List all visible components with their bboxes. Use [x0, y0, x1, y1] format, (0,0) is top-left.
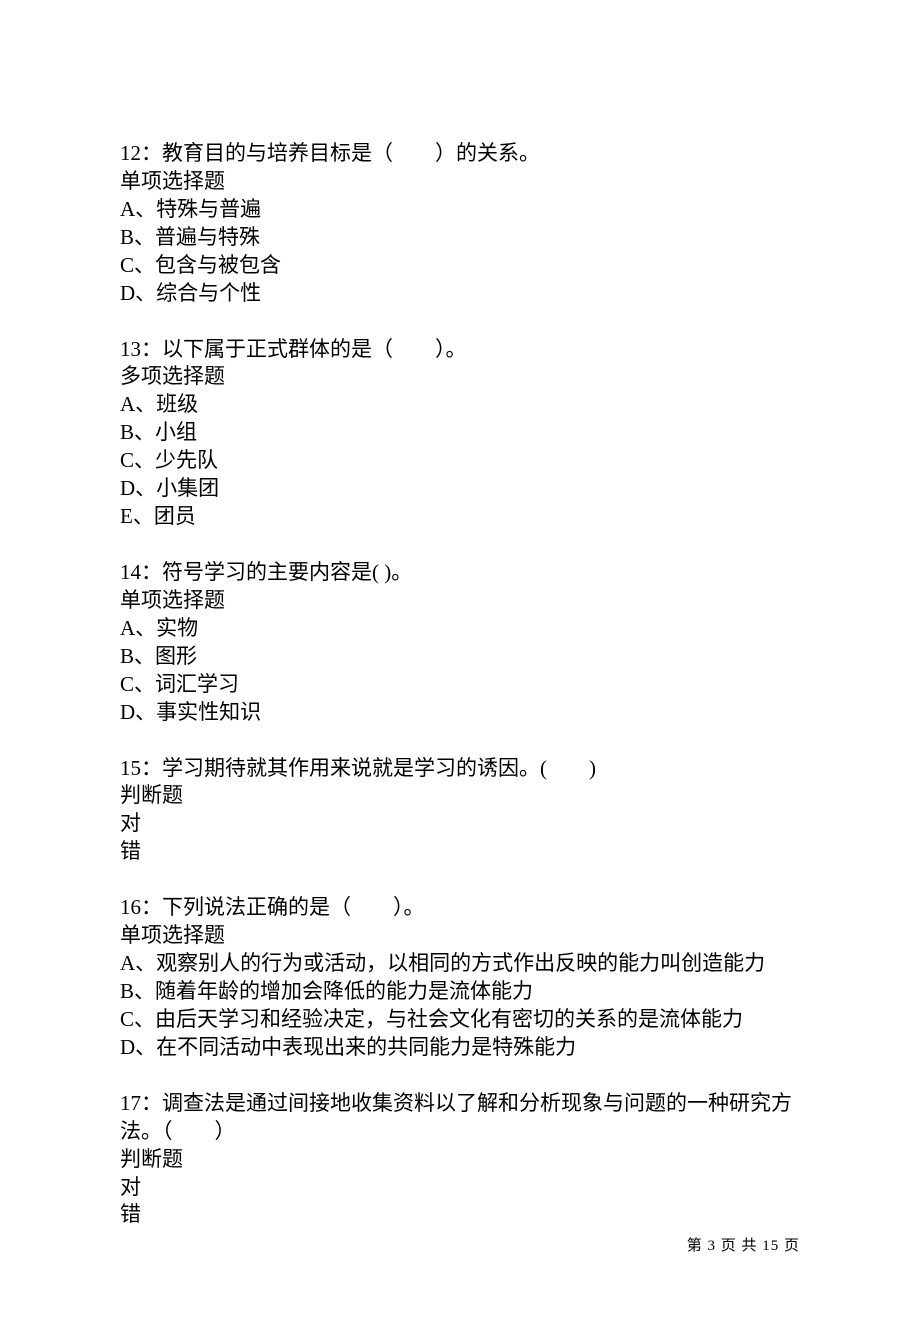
question-option: D、事实性知识 — [120, 699, 800, 727]
question-option: B、图形 — [120, 643, 800, 671]
footer-current-page: 3 — [707, 1238, 716, 1254]
question-choice: 对 — [120, 810, 800, 838]
footer-middle: 页 共 — [716, 1238, 762, 1254]
question-stem: 12：教育目的与培养目标是（ ）的关系。 — [120, 141, 540, 165]
question-type: 单项选择题 — [120, 587, 800, 615]
question-option: A、班级 — [120, 391, 800, 419]
question-stem: 16：下列说法正确的是（ ）。 — [120, 895, 425, 919]
question-16: 16：下列说法正确的是（ ）。 单项选择题 A、观察别人的行为或活动，以相同的方… — [120, 894, 800, 1062]
question-stem: 13：以下属于正式群体的是（ ）。 — [120, 337, 467, 361]
question-option: C、由后天学习和经验决定，与社会文化有密切的关系的是流体能力 — [120, 1006, 800, 1034]
question-option: B、随着年龄的增加会降低的能力是流体能力 — [120, 978, 800, 1006]
question-option: D、综合与个性 — [120, 280, 800, 308]
question-stem: 15：学习期待就其作用来说就是学习的诱因。( ) — [120, 756, 596, 780]
question-type: 单项选择题 — [120, 922, 800, 950]
page-footer: 第 3 页 共 15 页 — [687, 1237, 800, 1257]
question-choice: 对 — [120, 1174, 800, 1202]
question-option: A、实物 — [120, 615, 800, 643]
question-type: 多项选择题 — [120, 363, 800, 391]
question-type: 单项选择题 — [120, 168, 800, 196]
question-choice: 错 — [120, 838, 800, 866]
question-option: D、小集团 — [120, 475, 800, 503]
footer-total-pages: 15 — [762, 1238, 779, 1254]
question-12: 12：教育目的与培养目标是（ ）的关系。 单项选择题 A、特殊与普遍 B、普遍与… — [120, 140, 800, 308]
question-option: B、普遍与特殊 — [120, 224, 800, 252]
question-option: B、小组 — [120, 419, 800, 447]
footer-prefix: 第 — [687, 1238, 708, 1254]
question-15: 15：学习期待就其作用来说就是学习的诱因。( ) 判断题 对 错 — [120, 755, 800, 867]
question-option: A、观察别人的行为或活动，以相同的方式作出反映的能力叫创造能力 — [120, 950, 800, 978]
question-17: 17：调查法是通过间接地收集资料以了解和分析现象与问题的一种研究方法。（ ） 判… — [120, 1090, 800, 1230]
footer-suffix: 页 — [779, 1238, 800, 1254]
question-14: 14：符号学习的主要内容是( )。 单项选择题 A、实物 B、图形 C、词汇学习… — [120, 559, 800, 727]
question-choice: 错 — [120, 1201, 800, 1229]
question-type: 判断题 — [120, 782, 800, 810]
question-stem: 17：调查法是通过间接地收集资料以了解和分析现象与问题的一种研究方法。（ ） — [120, 1091, 792, 1143]
question-option: D、在不同活动中表现出来的共同能力是特殊能力 — [120, 1034, 800, 1062]
question-option: C、少先队 — [120, 447, 800, 475]
question-13: 13：以下属于正式群体的是（ ）。 多项选择题 A、班级 B、小组 C、少先队 … — [120, 336, 800, 531]
question-option: C、词汇学习 — [120, 671, 800, 699]
exam-page: 12：教育目的与培养目标是（ ）的关系。 单项选择题 A、特殊与普遍 B、普遍与… — [0, 0, 920, 1317]
question-option: E、团员 — [120, 503, 800, 531]
question-option: A、特殊与普遍 — [120, 196, 800, 224]
question-type: 判断题 — [120, 1146, 800, 1174]
question-stem: 14：符号学习的主要内容是( )。 — [120, 560, 412, 584]
question-option: C、包含与被包含 — [120, 252, 800, 280]
